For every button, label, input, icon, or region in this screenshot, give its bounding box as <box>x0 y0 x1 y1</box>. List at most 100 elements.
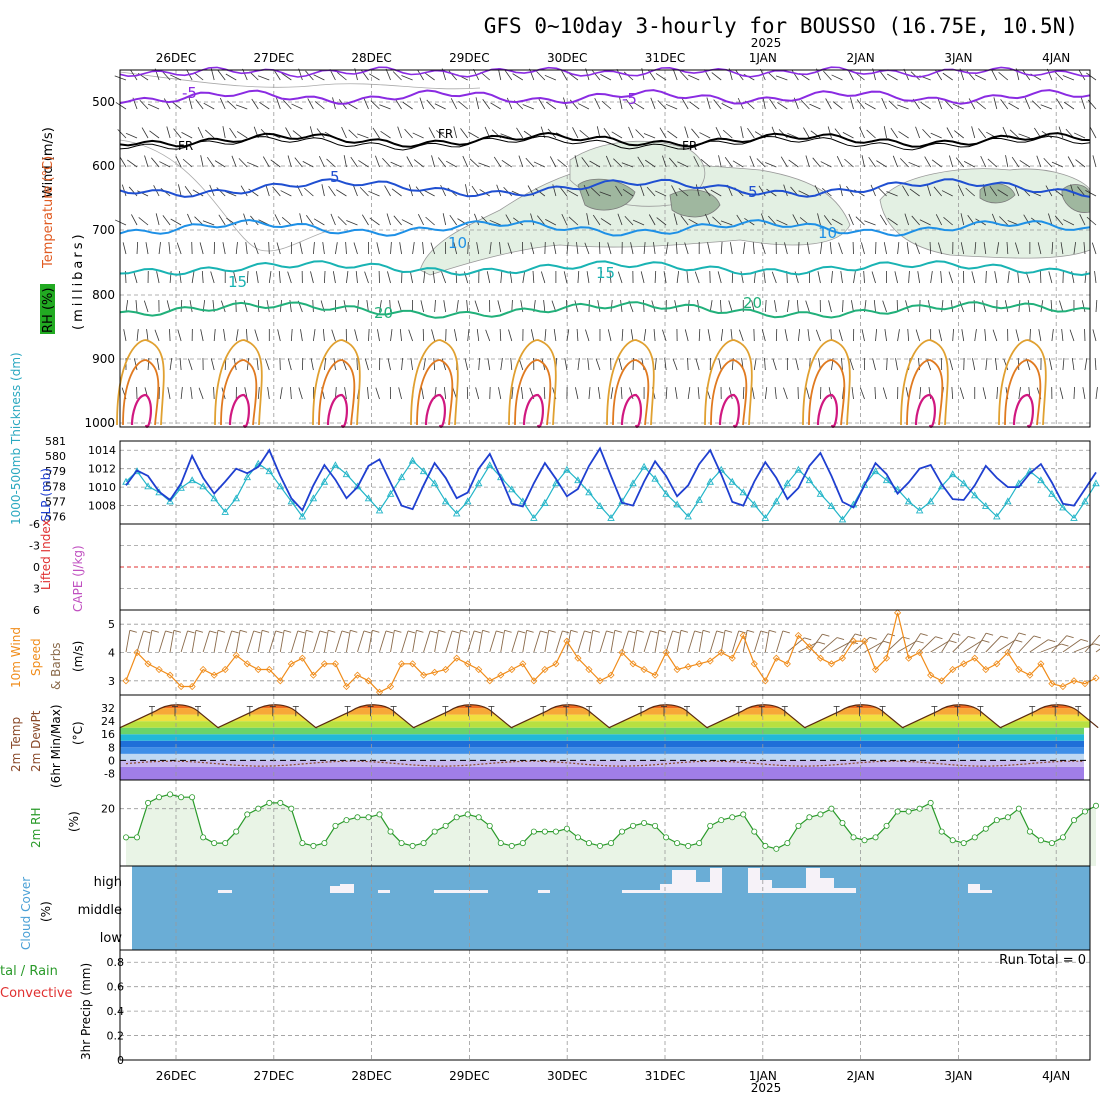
wind-speed-point <box>739 631 747 640</box>
rh-point <box>795 822 802 829</box>
wind-barb <box>1029 328 1031 342</box>
wind-barb-10m <box>268 630 277 653</box>
wind-speed-point <box>794 631 802 640</box>
rh-shading <box>419 162 851 276</box>
isotherm-label: FR <box>438 127 453 141</box>
wind-barb <box>1085 190 1097 197</box>
wind-barb <box>861 329 865 342</box>
wind-barb <box>262 156 270 168</box>
thickness-point <box>926 497 935 505</box>
wind-barb-10m <box>522 630 528 653</box>
wind-barb <box>408 329 413 342</box>
wind-barb <box>578 103 590 110</box>
wind-barb-flag <box>284 629 292 633</box>
wind-barb-10m <box>335 630 343 653</box>
wind-barb <box>1084 358 1088 371</box>
wind-barb-flag <box>592 629 600 633</box>
wind-barb <box>574 155 579 168</box>
thickness-point <box>761 514 770 521</box>
wind-speed-point <box>464 660 472 668</box>
wind-barb <box>522 271 526 284</box>
thickness-line <box>125 459 1097 521</box>
wind-barb <box>877 187 887 197</box>
wind-barb-flag <box>297 630 305 634</box>
rh-point <box>982 825 989 832</box>
wind-barb <box>732 160 744 168</box>
wind-barb <box>520 387 524 400</box>
wind-barb <box>193 72 204 81</box>
wind-barb-10m <box>621 630 629 653</box>
wind-barb-flag <box>209 630 217 634</box>
wind-barb-10m <box>897 640 917 653</box>
wind-barb <box>985 358 988 371</box>
boundary-isotherm <box>410 339 459 426</box>
wind-barb <box>960 242 965 255</box>
wind-barb-10m <box>566 630 572 653</box>
wind-barb <box>972 358 976 371</box>
wind-barb-10m <box>831 641 852 653</box>
wind-barb <box>125 300 129 313</box>
rh2m-units: (%) <box>67 811 81 832</box>
wind-barb-flag <box>949 640 957 644</box>
rh-point <box>310 842 317 849</box>
wind-barb <box>718 155 722 168</box>
wind-barb-flag <box>261 629 270 633</box>
rh-point <box>1026 828 1033 835</box>
wind-barb <box>478 358 480 371</box>
wind-barb <box>1092 155 1097 168</box>
wind-barb <box>940 271 943 284</box>
wind-barb <box>982 387 987 400</box>
rh-point <box>563 825 570 832</box>
wind-barb <box>235 104 248 110</box>
rh-point <box>894 808 901 815</box>
wind-barb <box>613 158 623 168</box>
thickness-point <box>673 500 681 508</box>
wind-barb <box>141 127 149 139</box>
wind-barb <box>983 242 987 255</box>
cloud-gap <box>696 882 710 893</box>
wind-barb <box>998 71 1009 81</box>
wind-barb <box>294 157 303 168</box>
wind-barb <box>1087 99 1097 110</box>
rh-point <box>861 837 868 844</box>
thickness-tick: 578 <box>45 480 66 493</box>
wind-barb-flag <box>394 629 402 633</box>
wind-barb-10m <box>798 641 819 653</box>
wind-barb <box>866 129 876 139</box>
wind-barb <box>443 300 447 313</box>
wind-barb-10m <box>533 630 541 653</box>
wind-barb <box>217 70 226 81</box>
wind-barb <box>312 299 314 313</box>
wind-barb-10m <box>1007 632 1020 653</box>
wind-barb <box>139 99 149 110</box>
wind-barb <box>1069 329 1075 342</box>
wind-barb <box>310 358 314 371</box>
wind-barb-flag <box>451 630 460 634</box>
wind-barb <box>465 184 469 197</box>
wind-barb <box>1092 329 1097 342</box>
date-label-top: 2JAN <box>847 51 875 65</box>
wind-barb <box>182 158 193 168</box>
wind-barb <box>761 329 766 342</box>
wind-barb <box>501 159 513 168</box>
wind-barb-flag <box>1015 639 1023 643</box>
rh-point <box>123 834 130 841</box>
wind-speed-point <box>971 654 979 662</box>
wind-barb <box>648 214 656 226</box>
wind-barb <box>749 155 755 168</box>
rh-point <box>189 794 196 801</box>
wind-barb <box>960 213 965 226</box>
wind-barb <box>359 187 369 197</box>
wind-barb <box>915 242 921 255</box>
wind-barb <box>192 189 204 197</box>
wind-barb-10m <box>125 630 131 653</box>
wind-barb-flag <box>1000 635 1009 639</box>
wind-barb <box>434 300 436 313</box>
isotherm-temp-10 <box>119 218 1091 237</box>
wind-barb <box>662 329 667 342</box>
wind-barb <box>586 213 590 226</box>
wind-barb <box>673 213 678 226</box>
run-total-label: Run Total = 0 <box>999 953 1086 968</box>
wind-barb <box>841 358 843 371</box>
cloud-level-middle: middle <box>78 903 122 918</box>
